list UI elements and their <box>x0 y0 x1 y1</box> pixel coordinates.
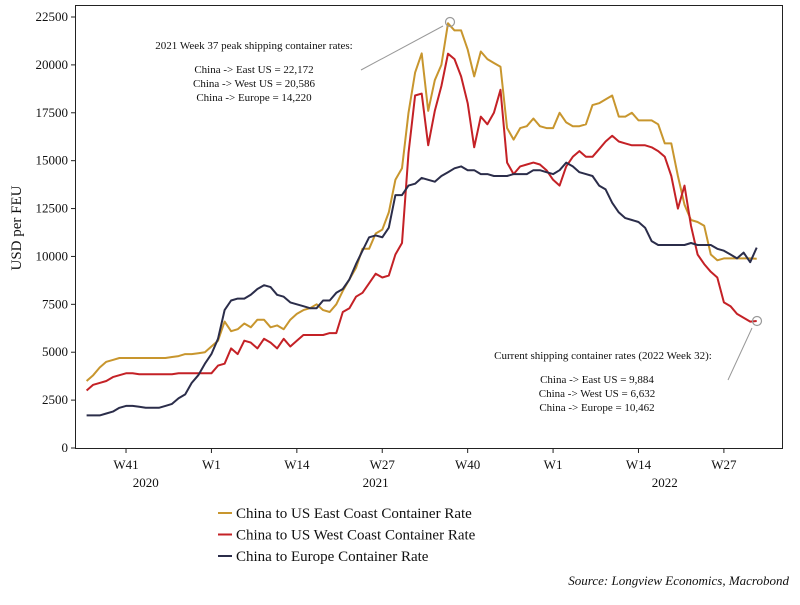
legend-label: China to US West Coast Container Rate <box>236 528 476 544</box>
series-line-2 <box>86 161 758 417</box>
x-tick-label: W14 <box>284 457 310 472</box>
y-tick-label: 5000 <box>42 344 68 359</box>
current-marker <box>751 315 763 327</box>
x-tick-label: W27 <box>370 457 396 472</box>
peak-marker <box>444 16 456 28</box>
series-line-1 <box>85 52 757 392</box>
current-annotation: Current shipping container rates (2022 W… <box>494 315 763 414</box>
x-tick-label: W27 <box>711 457 737 472</box>
current-annotation-line: China -> Europe = 10,462 <box>539 402 654 414</box>
legend-item: China to US West Coast Container Rate <box>218 528 476 544</box>
x-year-label: 2022 <box>652 475 678 490</box>
x-axis: W41 W1 W14 W27 W40 W1 W14 W27 2020 2021 2022 <box>113 448 737 490</box>
peak-annotation: 2021 Week 37 peak shipping container rat… <box>155 16 456 104</box>
peak-annotation-line: China -> Europe = 14,220 <box>196 92 312 104</box>
current-leader-line <box>727 327 753 381</box>
current-annotation-title: Current shipping container rates (2022 W… <box>494 350 712 362</box>
y-tick-label: 0 <box>62 440 69 455</box>
x-tick-label: W14 <box>626 457 652 472</box>
legend-label: China to Europe Container Rate <box>236 549 429 565</box>
x-year-label: 2020 <box>133 475 159 490</box>
y-tick-label: 22500 <box>36 9 69 24</box>
x-tick-label: W40 <box>455 457 480 472</box>
peak-annotation-line: China -> East US = 22,172 <box>194 64 313 76</box>
x-tick-label: W1 <box>202 457 221 472</box>
x-tick-label: W1 <box>544 457 563 472</box>
y-tick-label: 12500 <box>36 201 69 216</box>
plot-frame <box>75 5 783 449</box>
x-tick-label: W41 <box>113 457 138 472</box>
y-axis: 0 2500 5000 7500 10000 12500 15000 17500 20000 22… <box>36 9 76 455</box>
y-axis-label: USD per FEU <box>9 185 25 270</box>
current-annotation-line: China -> East US = 9,884 <box>540 374 654 386</box>
legend-item: China to US East Coast Container Rate <box>218 506 472 522</box>
series-lines <box>85 22 758 417</box>
series-line-0 <box>85 22 757 382</box>
peak-leader-line <box>360 25 444 71</box>
y-tick-label: 20000 <box>36 57 69 72</box>
peak-annotation-title: 2021 Week 37 peak shipping container rat… <box>155 40 352 52</box>
peak-annotation-line: China -> West US = 20,586 <box>193 78 315 90</box>
y-tick-label: 2500 <box>42 392 68 407</box>
y-tick-label: 10000 <box>36 248 69 263</box>
legend: China to US East Coast Container Rate Chi… <box>218 506 476 565</box>
current-annotation-line: China -> West US = 6,632 <box>539 388 655 400</box>
legend-label: China to US East Coast Container Rate <box>236 506 472 522</box>
source-note: Source: Longview Economics, Macrobond <box>568 573 789 588</box>
x-year-label: 2021 <box>363 475 389 490</box>
y-tick-label: 7500 <box>42 296 68 311</box>
y-tick-label: 17500 <box>36 105 69 120</box>
y-tick-label: 15000 <box>36 153 69 168</box>
legend-item: China to Europe Container Rate <box>218 549 429 565</box>
